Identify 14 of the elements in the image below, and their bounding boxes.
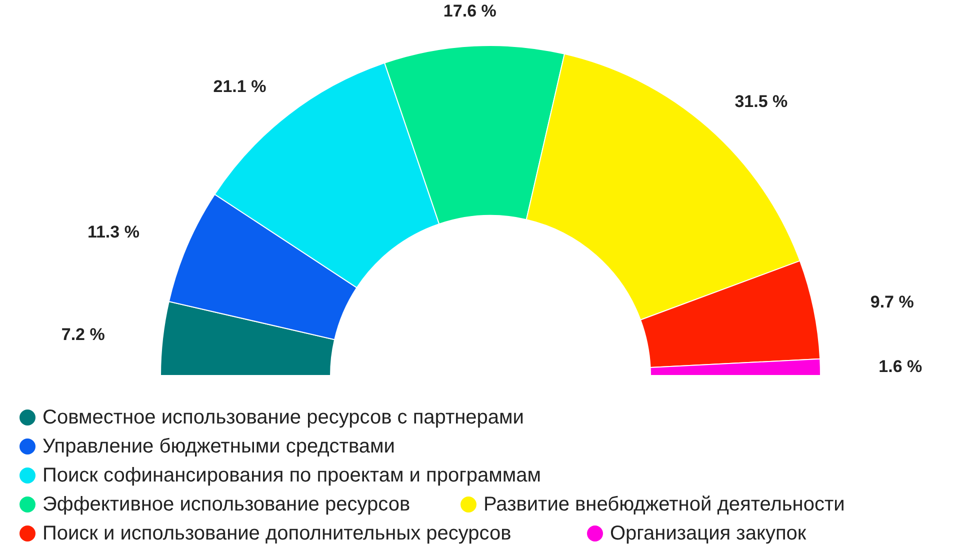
data-label: 21.1 % (213, 77, 266, 96)
legend-label: Поиск софинансирования по проектам и программам (42, 464, 541, 486)
data-label: 31.5 % (734, 92, 788, 111)
legend-label: Управление бюджетными средствами (42, 436, 395, 458)
data-label: 1.6 % (878, 356, 922, 376)
legend-label: Развитие внебюджетной деятельности (484, 494, 845, 516)
data-label: 9.7 % (870, 292, 914, 312)
data-label: 11.3 % (87, 222, 140, 242)
data-label: 7.2 % (61, 324, 105, 344)
data-label: 17.6 % (443, 1, 496, 20)
legend-label: Организация закупок (610, 522, 806, 544)
legend-label: Поиск и использование дополнительных ресурсов (42, 522, 512, 544)
legend-label: Эффективное использование ресурсов (42, 494, 410, 516)
legend-label: Совместное использование ресурсов с партнерами (42, 406, 524, 428)
